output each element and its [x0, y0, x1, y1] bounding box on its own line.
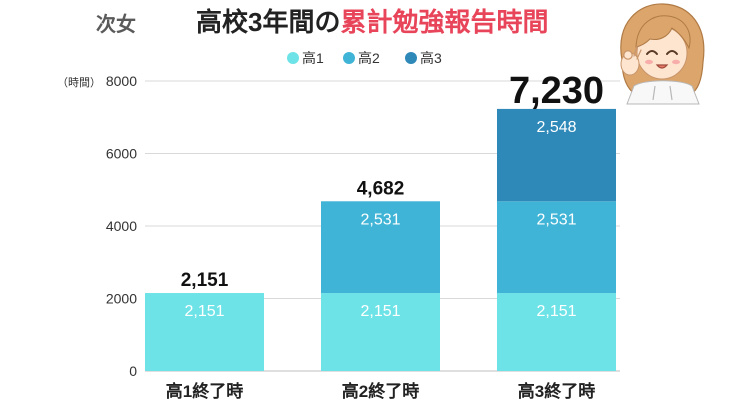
legend-item-3: 高3 [405, 50, 442, 66]
mascot-hoodie-string-right [669, 85, 673, 101]
segment-value-labels: 2,151 2,151 2,531 2,151 2,531 2,548 [184, 119, 576, 320]
legend-label-2: 高2 [358, 50, 380, 66]
mascot-finger-1 [633, 45, 638, 57]
mascot-eye-right [666, 50, 678, 55]
x-category-label: 高2終了時 [342, 381, 419, 401]
y-tick-label: 4000 [106, 218, 137, 234]
legend-label-3: 高3 [420, 50, 442, 66]
bars [145, 108, 616, 371]
bar-segment-3 [497, 108, 616, 202]
x-category-label: 高3終了時 [518, 381, 595, 401]
segment-value-label: 2,531 [536, 211, 576, 228]
mascot-bangs [635, 15, 691, 50]
y-tick-label: 2000 [106, 291, 137, 307]
bar-total-label: 2,151 [181, 270, 229, 291]
legend-marker-2 [343, 52, 355, 64]
legend-item-1: 高1 [287, 50, 324, 66]
bar-segment-1 [497, 293, 616, 371]
x-tick-labels: 高1終了時 高2終了時 高3終了時 [166, 381, 595, 401]
mascot-blush-right [672, 59, 680, 65]
y-axis-unit-label: （時間） [57, 76, 101, 89]
total-value-labels: 2,151 4,682 7,230 [181, 70, 604, 291]
title-main: 高校3年間の [196, 7, 340, 37]
legend-label-1: 高1 [302, 50, 324, 66]
mascot-ok-finger-circle [623, 50, 633, 60]
bar-segment-2 [497, 201, 616, 294]
y-tick-label: 0 [129, 363, 137, 379]
y-tick-label: 6000 [106, 146, 137, 162]
segment-value-label: 2,531 [360, 211, 400, 228]
girl-mascot-illustration [620, 3, 705, 105]
mascot-hoodie-string-left [652, 85, 656, 101]
legend-marker-3 [405, 52, 417, 64]
segment-value-label: 2,548 [536, 119, 576, 136]
mascot-finger-2 [636, 49, 642, 60]
bar-total-label: 4,682 [357, 178, 405, 199]
mascot-blush-left [645, 59, 653, 65]
bar-total-label: 7,230 [509, 70, 604, 112]
bar-segment-1 [321, 293, 440, 371]
y-tick-label: 8000 [106, 73, 137, 89]
legend-item-2: 高2 [343, 50, 380, 66]
title-highlight: 累計勉強報告時間 [340, 7, 548, 37]
title-prefix: 次女 [96, 12, 136, 36]
segment-value-label: 2,151 [184, 303, 224, 320]
legend-marker-1 [287, 52, 299, 64]
bar-segment-1 [145, 293, 264, 371]
mascot-hoodie [626, 80, 700, 105]
mascot-eye-left [646, 50, 658, 55]
mascot-mouth [655, 64, 669, 69]
segment-value-label: 2,151 [360, 303, 400, 320]
y-tick-labels: 0 2000 4000 6000 8000 [106, 73, 137, 379]
bar-segment-2 [321, 201, 440, 294]
legend: 高1 高2 高3 [287, 50, 442, 66]
chart-title: 次女 高校3年間の累計勉強報告時間 [96, 7, 548, 37]
x-category-label: 高1終了時 [166, 381, 243, 401]
segment-value-label: 2,151 [536, 303, 576, 320]
